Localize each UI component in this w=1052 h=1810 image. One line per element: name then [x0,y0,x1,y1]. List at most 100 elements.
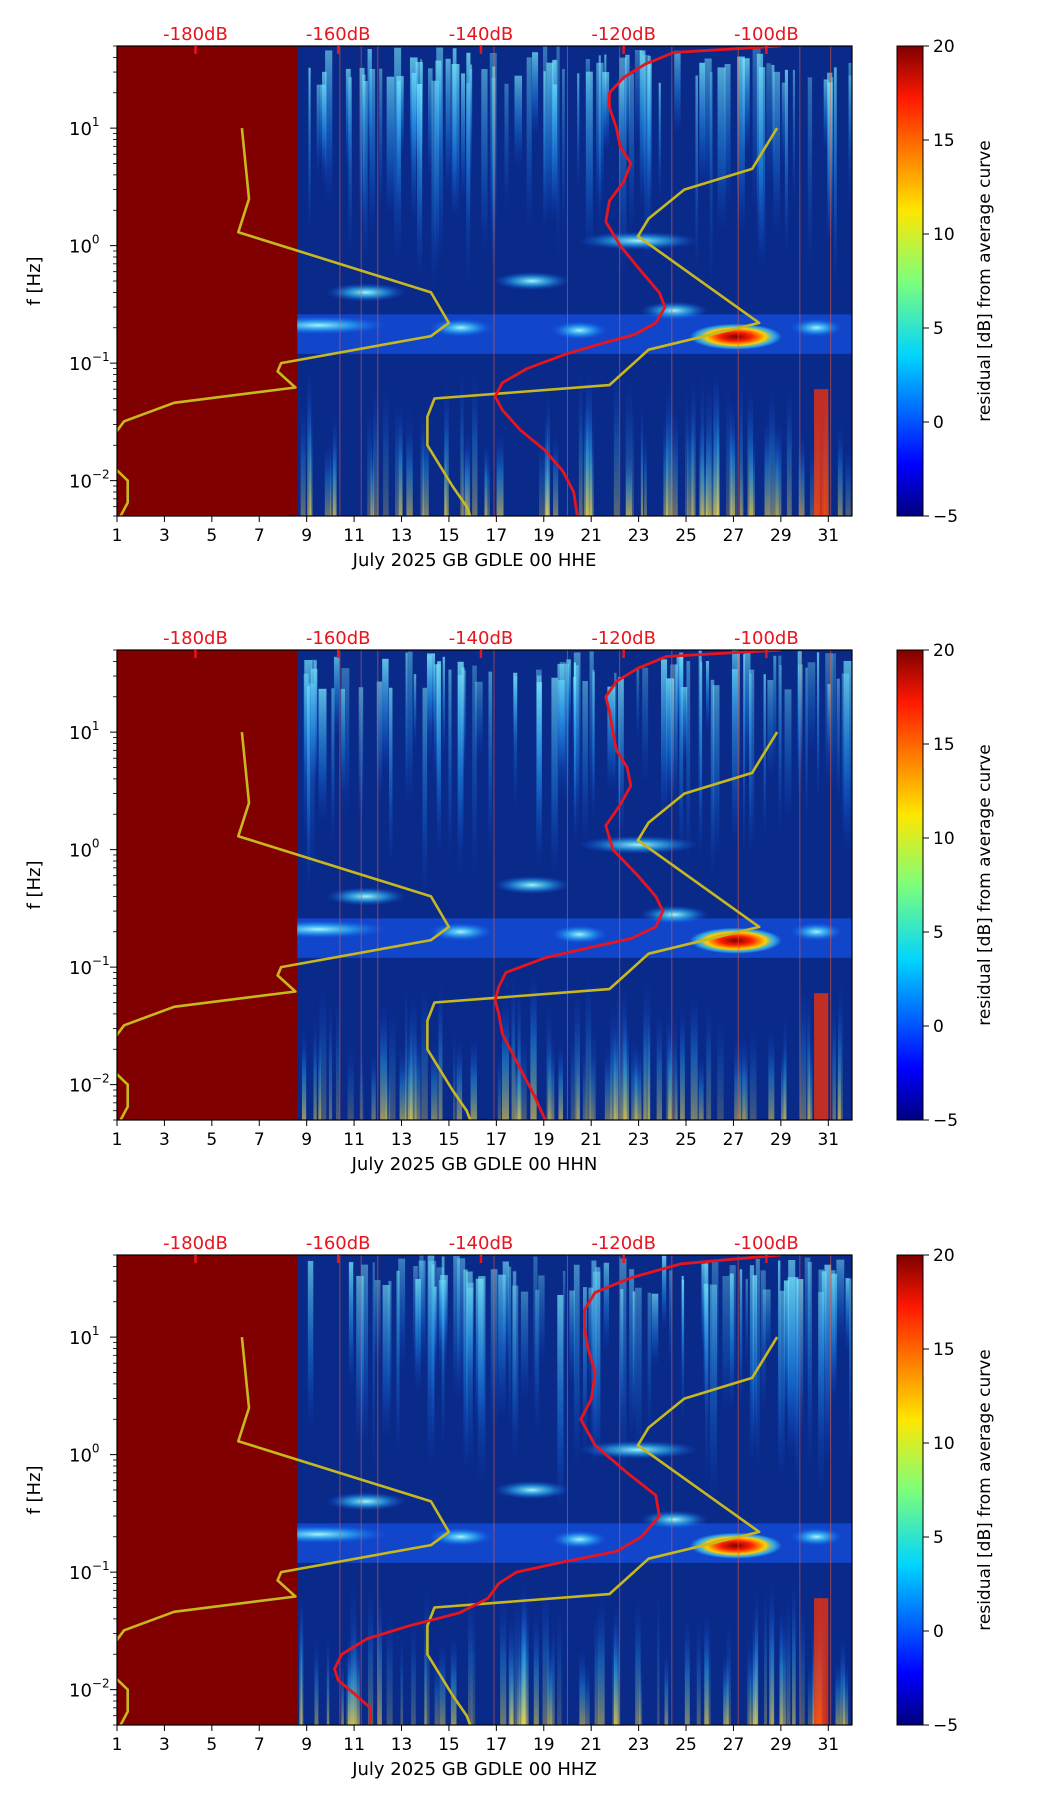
top-db-label: -140dB [449,24,514,45]
colorbar-tick-label: 0 [933,1622,944,1642]
y-tick-exponent: 1 [92,719,100,733]
x-tick-label: 23 [628,526,650,546]
spectrogram-texture [248,650,852,1120]
hot-spot [689,1532,782,1559]
top-db-label: -120dB [591,628,656,649]
y-tick-label: 10−1 [69,350,110,375]
x-tick-label: 25 [675,1735,697,1755]
y-tick-base: 10 [69,237,92,258]
low-noise-model-line [117,1336,451,1725]
x-tick-label: 5 [206,1735,217,1755]
x-tick-label: 1 [112,1735,123,1755]
top-db-label: -100dB [734,1233,799,1254]
colorbar-tick-label: 15 [933,735,955,755]
y-tick-label: 101 [69,1324,100,1349]
x-tick-label: 15 [438,1735,460,1755]
x-tick-label: 23 [628,1735,650,1755]
top-db-label: -160dB [306,628,371,649]
plot-area [117,46,852,516]
y-tick-base: 10 [69,1563,92,1584]
x-axis-label: July 2025 GB GDLE 00 HHZ [351,1759,597,1780]
x-tick-label: 5 [206,1130,217,1150]
colorbar-tick-label: −5 [933,1111,958,1131]
top-db-label: -140dB [449,628,514,649]
x-tick-label: 27 [723,1735,745,1755]
top-db-label: -120dB [591,1233,656,1254]
x-tick-label: 9 [301,1130,312,1150]
no-data-region [117,1255,298,1725]
x-tick-label: 1 [112,526,123,546]
x-tick-label: 29 [770,1130,792,1150]
y-tick-exponent: −2 [92,1072,110,1086]
y-tick-label: 10−1 [69,954,110,979]
x-tick-label: 19 [533,1130,555,1150]
x-tick-label: 3 [159,1735,170,1755]
colorbar [896,45,924,517]
colorbar-tick-label: 15 [933,1340,955,1360]
y-tick-label: 10−2 [69,468,110,493]
x-tick-label: 11 [343,526,365,546]
x-tick-label: 9 [301,1735,312,1755]
colorbar-tick-label: 10 [933,829,955,849]
top-db-label: -180dB [163,24,228,45]
x-tick-label: 5 [206,526,217,546]
y-tick-exponent: −1 [92,1559,110,1573]
x-tick-label: 27 [723,1130,745,1150]
x-tick-label: 3 [159,1130,170,1150]
colorbar-tick-label: 20 [933,37,955,57]
no-data-region [117,46,298,516]
y-axis-label: f [Hz] [24,256,45,305]
x-tick-label: 13 [391,1735,413,1755]
median-psd-line [493,650,781,1120]
y-tick-label: 10−2 [69,1677,110,1702]
hot-spot [689,323,782,350]
y-tick-label: 100 [69,1442,100,1467]
colorbar-tick-label: 20 [933,641,955,661]
top-db-label: -140dB [449,1233,514,1254]
no-data-region [117,650,298,1120]
y-tick-base: 10 [69,354,92,375]
low-noise-model-line [117,731,451,1120]
top-db-label: -180dB [163,628,228,649]
x-tick-label: 19 [533,1735,555,1755]
x-tick-label: 15 [438,1130,460,1150]
y-tick-base: 10 [69,723,92,744]
high-noise-model-line [426,731,779,1120]
y-tick-label: 100 [69,837,100,862]
x-tick-label: 3 [159,526,170,546]
median-psd-line [493,46,781,516]
colorbar-label: residual [dB] from average curve [975,140,995,421]
y-tick-exponent: −2 [92,1677,110,1691]
y-tick-base: 10 [69,841,92,862]
x-tick-label: 13 [391,1130,413,1150]
x-tick-label: 29 [770,1735,792,1755]
x-tick-label: 25 [675,1130,697,1150]
y-tick-exponent: 0 [92,1442,100,1456]
median-psd-line [333,1255,781,1725]
x-tick-label: 23 [628,1130,650,1150]
y-tick-label: 101 [69,115,100,140]
x-tick-label: 19 [533,526,555,546]
high-noise-model-line [426,127,779,516]
y-tick-exponent: 0 [92,837,100,851]
low-noise-model-line [117,127,451,516]
x-tick-label: 31 [817,526,839,546]
y-tick-label: 101 [69,719,100,744]
y-axis-label: f [Hz] [24,860,45,909]
x-tick-label: 29 [770,526,792,546]
x-tick-label: 27 [723,526,745,546]
top-db-label: -120dB [591,24,656,45]
y-tick-base: 10 [69,472,92,493]
high-noise-model-line [426,1336,779,1725]
x-tick-label: 31 [817,1130,839,1150]
y-tick-base: 10 [69,958,92,979]
colorbar-tick-label: 5 [933,319,944,339]
spectrogram-texture [248,1255,852,1725]
colorbar-label: residual [dB] from average curve [975,744,995,1025]
top-db-label: -100dB [734,628,799,649]
colorbar [896,649,924,1121]
colorbar-tick-label: 15 [933,131,955,151]
